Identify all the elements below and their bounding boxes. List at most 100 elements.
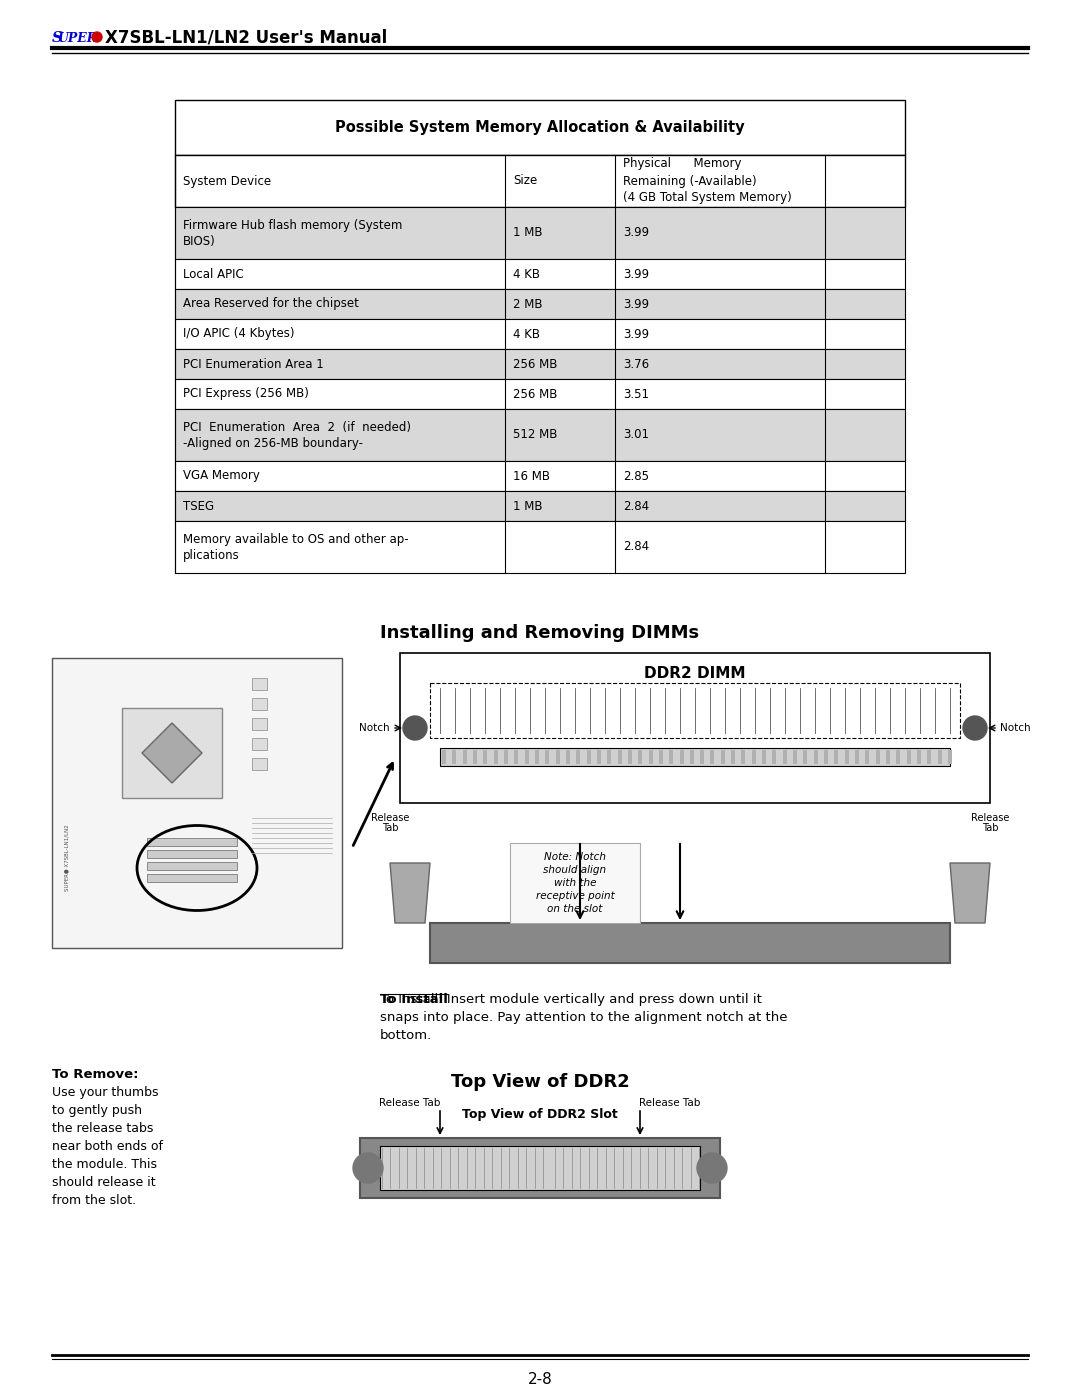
Bar [252,759,267,770]
Bar [510,842,640,923]
Bar [937,750,942,764]
Text: S: S [52,31,63,45]
Bar [440,747,950,766]
Bar [252,738,267,750]
Bar [175,379,905,409]
Bar [855,750,859,764]
Bar [907,750,910,764]
Text: Top View of DDR2: Top View of DDR2 [450,1073,630,1091]
Text: Local APIC: Local APIC [183,267,244,281]
Text: To Remove:: To Remove: [52,1067,138,1081]
Bar [865,750,869,764]
Text: 3.99: 3.99 [623,298,649,310]
Bar [896,750,901,764]
Bar [627,750,632,764]
Bar [175,289,905,319]
Circle shape [697,1153,727,1183]
Polygon shape [141,724,202,782]
Bar [783,750,786,764]
Text: SUPER● X7SBL-LN1/LN2: SUPER● X7SBL-LN1/LN2 [65,824,69,891]
Text: 2.85: 2.85 [623,469,649,482]
Bar [793,750,797,764]
Bar [577,750,580,764]
Text: System Device: System Device [183,175,271,187]
Text: Release: Release [971,813,1009,823]
Text: 3.99: 3.99 [623,267,649,281]
Text: Release Tab: Release Tab [379,1098,441,1108]
Bar [545,750,550,764]
Bar [175,461,905,490]
Bar [679,750,684,764]
Bar [252,698,267,710]
Text: 3.99: 3.99 [623,226,649,239]
Bar [586,750,591,764]
Bar [845,750,849,764]
Text: VGA Memory: VGA Memory [183,469,260,482]
Bar [804,750,808,764]
Text: Installing and Removing DIMMs: Installing and Removing DIMMs [380,624,700,643]
Bar [52,658,342,949]
Bar [917,750,921,764]
Text: PCI  Enumeration  Area  2  (if  needed)
-Aligned on 256-MB boundary-: PCI Enumeration Area 2 (if needed) -Alig… [183,420,411,450]
Bar [835,750,838,764]
Bar [618,750,622,764]
Bar [147,875,237,882]
Bar [442,750,446,764]
Bar [928,750,931,764]
Text: 16 MB: 16 MB [513,469,550,482]
Text: Tab: Tab [381,823,399,833]
Text: 2.84: 2.84 [623,500,649,513]
Bar [473,750,477,764]
Text: 3.76: 3.76 [623,358,649,370]
Bar [360,1139,720,1199]
Bar [175,155,905,207]
Polygon shape [390,863,430,923]
Bar [742,750,745,764]
Text: Firmware Hub flash memory (System
BIOS): Firmware Hub flash memory (System BIOS) [183,218,403,247]
Bar [462,750,467,764]
Text: Use your thumbs
to gently push
the release tabs
near both ends of
the module. Th: Use your thumbs to gently push the relea… [52,1085,163,1207]
Text: Physical      Memory
Remaining (-Available)
(4 GB Total System Memory): Physical Memory Remaining (-Available) (… [623,158,792,204]
Bar [514,750,518,764]
Bar [147,838,237,847]
Bar [504,750,508,764]
Text: 4 KB: 4 KB [513,327,540,341]
Text: Notch: Notch [1000,724,1030,733]
Bar [175,319,905,349]
Bar [494,750,498,764]
Bar [638,750,643,764]
Polygon shape [950,863,990,923]
Bar [772,750,777,764]
Bar [948,750,951,764]
Bar [720,750,725,764]
Bar [484,750,487,764]
Text: DDR2 DIMM: DDR2 DIMM [645,665,746,680]
Text: 1 MB: 1 MB [513,226,542,239]
Text: PCI Express (256 MB): PCI Express (256 MB) [183,387,309,401]
Bar [175,521,905,573]
Text: To Install: Insert module vertically and press down until it
snaps into place. P: To Install: Insert module vertically and… [380,993,787,1042]
Bar [824,750,828,764]
Bar [731,750,735,764]
Bar [886,750,890,764]
Text: PCI Enumeration Area 1: PCI Enumeration Area 1 [183,358,324,370]
Bar [876,750,880,764]
Bar [535,750,539,764]
Text: Area Reserved for the chipset: Area Reserved for the chipset [183,298,359,310]
Text: 3.99: 3.99 [623,327,649,341]
Text: 1 MB: 1 MB [513,500,542,513]
Bar [430,923,950,963]
Text: Possible System Memory Allocation & Availability: Possible System Memory Allocation & Avai… [335,120,745,136]
Text: 2-8: 2-8 [528,1372,552,1387]
Bar [400,652,990,803]
Text: 4 KB: 4 KB [513,267,540,281]
Text: Release: Release [370,813,409,823]
Bar [597,750,600,764]
Bar [430,683,960,738]
Bar [648,750,652,764]
Bar [659,750,663,764]
Text: Top View of DDR2 Slot: Top View of DDR2 Slot [462,1108,618,1120]
Text: 2.84: 2.84 [623,541,649,553]
Bar [762,750,766,764]
Bar [670,750,673,764]
